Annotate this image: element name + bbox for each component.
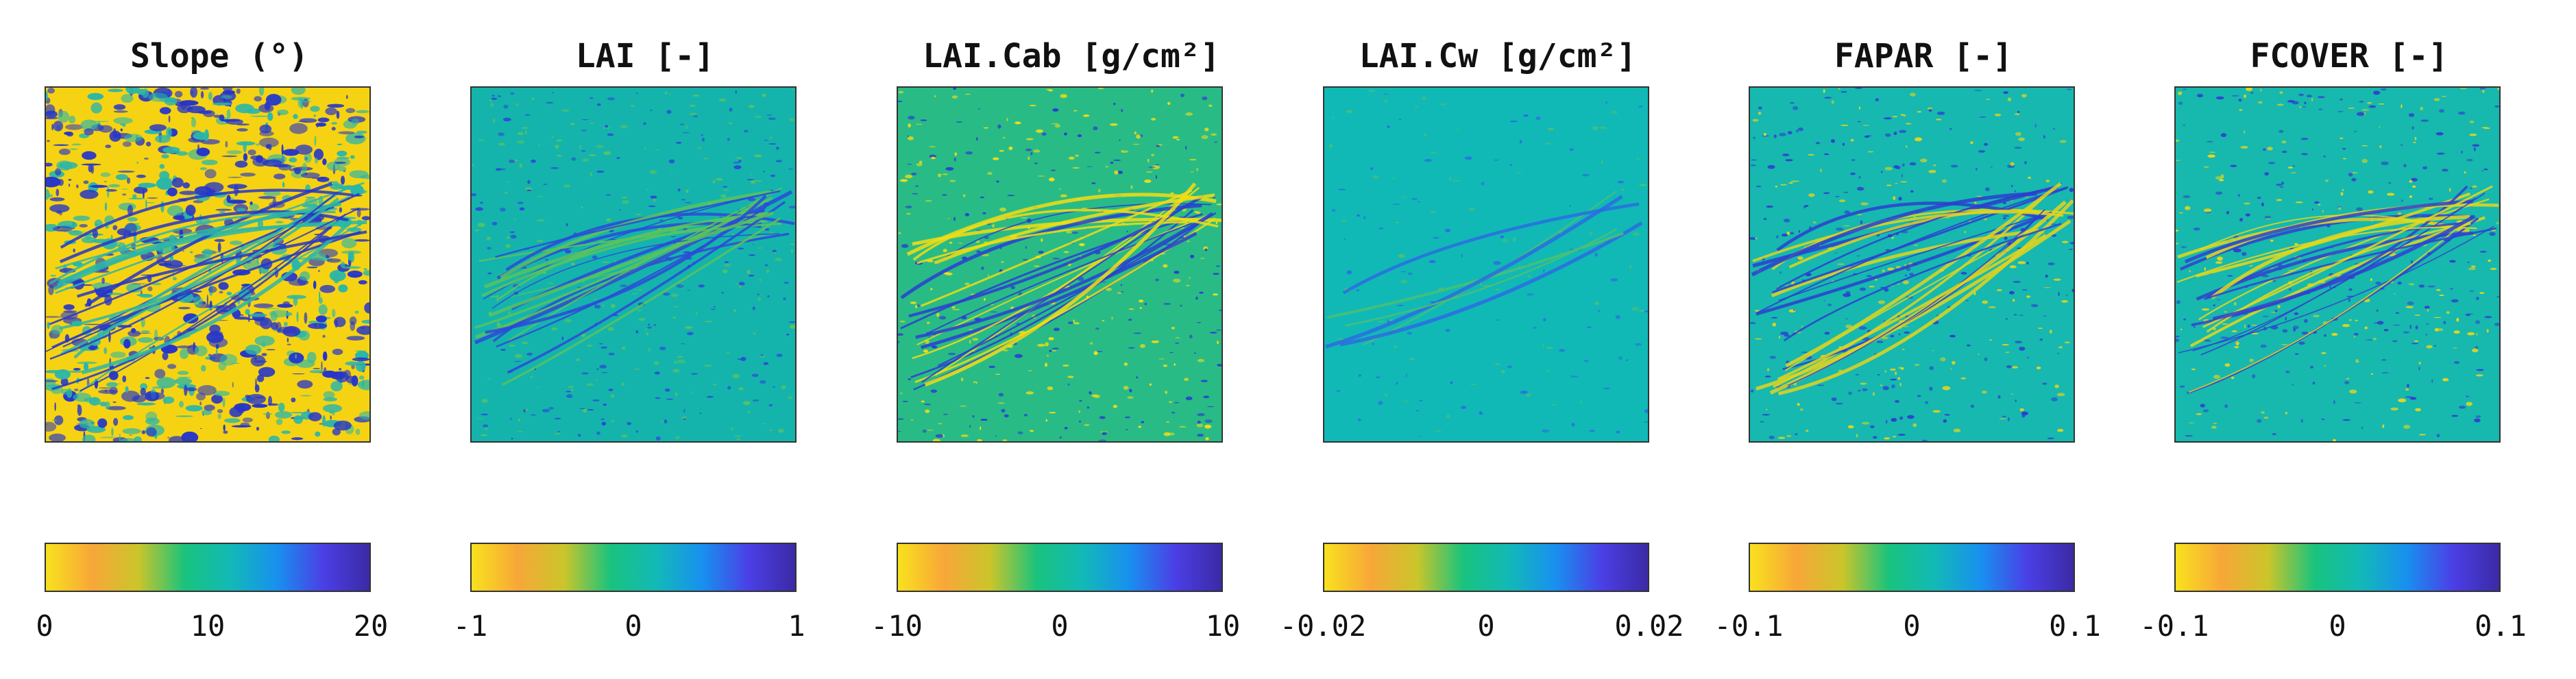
colorbar-tick-max: 20 [353,609,389,643]
colorbar-tick-min: -0.02 [1279,609,1367,643]
colorbar-tick-mid: 0 [1051,609,1069,643]
colorbar-tick-min: -1 [452,609,488,643]
map-image [45,86,371,443]
colorbar-tick-max: 1 [788,609,805,643]
panel-title: FCOVER [-] [2250,37,2449,75]
colorbar [470,543,797,592]
panel-title: Slope (°) [130,37,309,75]
colorbar-tick-max: 10 [1205,609,1241,643]
panel-title: LAI [-] [575,37,715,75]
colorbar-tick-mid: 0 [2329,609,2346,643]
colorbar-tick-max: 0.1 [2475,609,2527,643]
map-image [1749,86,2075,443]
colorbar [2174,543,2501,592]
panel-lai-cw: LAI.Cw [g/cm²] -0.02 0 0.02 [1278,0,1717,679]
colorbar [1323,543,1649,592]
colorbar-tick-max: 0.1 [2049,609,2101,643]
colorbar-tick-min: -10 [871,609,923,643]
colorbar [897,543,1223,592]
colorbar-tick-min: -0.1 [2139,609,2209,643]
colorbar-tick-min: -0.1 [1714,609,1784,643]
colorbar-tick-mid: 10 [190,609,226,643]
panel-lai-cab: LAI.Cab [g/cm²] -10 0 10 [852,0,1291,679]
colorbar-tick-max: 0.02 [1614,609,1684,643]
map-image [1323,86,1649,443]
panel-title: LAI.Cab [g/cm²] [923,37,1220,75]
panel-lai: LAI [-] -1 0 1 [426,0,864,679]
panel-slope: Slope (°) 0 10 20 [0,0,439,679]
colorbar-tick-mid: 0 [1903,609,1921,643]
map-image [897,86,1223,443]
map-image [2174,86,2501,443]
panel-title: LAI.Cw [g/cm²] [1359,37,1637,75]
panel-fcover: FCOVER [-] -0.1 0 0.1 [2130,0,2568,679]
colorbar-tick-min: 0 [36,609,53,643]
colorbar-tick-mid: 0 [1477,609,1495,643]
colorbar [45,543,371,592]
colorbar-tick-mid: 0 [624,609,642,643]
panel-title: FAPAR [-] [1834,37,2013,75]
map-image [470,86,797,443]
colorbar [1749,543,2075,592]
panel-fapar: FAPAR [-] -0.1 0 0.1 [1704,0,2143,679]
